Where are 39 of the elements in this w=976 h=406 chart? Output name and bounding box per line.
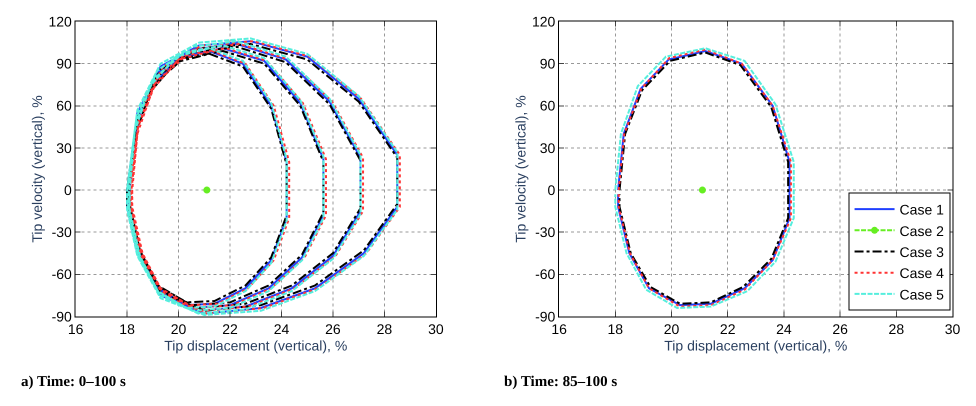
- y-axis-title: Tip velocity (vertical), %: [29, 95, 46, 243]
- y-tick-label: 90: [540, 56, 556, 72]
- x-tick-label: 30: [944, 321, 961, 338]
- x-tick-label: 20: [664, 321, 680, 338]
- y-tick-label: -60: [52, 266, 72, 282]
- x-axis-title: Tip displacement (vertical), %: [664, 338, 848, 354]
- legend-label: Case 5: [900, 286, 944, 302]
- legend-label: Case 3: [900, 244, 944, 260]
- x-tick-label: 28: [376, 321, 392, 338]
- text: a) Time: 0–100 s: [21, 374, 126, 390]
- y-tick-label: -30: [52, 224, 72, 240]
- y-tick-label: 120: [532, 13, 556, 30]
- legend-label: Case 4: [900, 265, 944, 282]
- x-tick-label: 18: [119, 321, 136, 338]
- y-tick-label: 30: [540, 140, 556, 156]
- y-tick-label: 120: [48, 13, 72, 30]
- y-tick-label: 0: [64, 182, 72, 198]
- x-tick-label: 20: [170, 321, 187, 338]
- x-axis-title: Tip displacement (vertical), %: [164, 338, 348, 354]
- y-tick-label: -60: [535, 266, 556, 282]
- y-tick-label: 90: [56, 56, 72, 72]
- x-tick-label: 22: [720, 321, 736, 338]
- x-tick-label: 24: [274, 321, 290, 338]
- x-tick-label: 18: [608, 321, 624, 338]
- x-tick-label: 30: [428, 321, 444, 338]
- y-tick-label: 0: [548, 182, 556, 198]
- y-tick-label: 60: [56, 98, 72, 114]
- y-axis-title: Tip velocity (vertical), %: [512, 95, 529, 243]
- x-tick-label: 26: [832, 321, 848, 338]
- y-tick-label: -30: [535, 224, 556, 240]
- y-tick-label: 60: [540, 98, 556, 114]
- x-tick-label: 26: [325, 321, 341, 338]
- legend-label: Case 2: [900, 222, 944, 239]
- x-tick-label: 22: [222, 321, 238, 338]
- x-tick-label: 24: [776, 321, 792, 338]
- legend-label: Case 1: [900, 202, 944, 218]
- text: b) Time: 85–100 s: [504, 374, 618, 390]
- y-tick-label: 30: [56, 140, 72, 156]
- x-tick-label: 28: [888, 321, 904, 338]
